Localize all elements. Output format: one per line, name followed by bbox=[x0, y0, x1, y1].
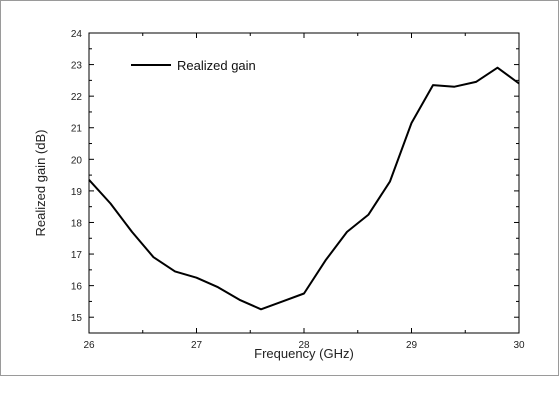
y-tick-label: 16 bbox=[71, 282, 83, 293]
realized-gain-chart: 15 16 17 18 19 20 21 22 23 24 26 27 28 29 30 Realized … bbox=[33, 29, 525, 361]
series-line-realized-gain bbox=[88, 66, 520, 311]
x-axis-title: Frequency (GHz) bbox=[254, 346, 354, 361]
axes bbox=[88, 32, 520, 334]
legend-label: Realized gain bbox=[177, 58, 256, 73]
series-layer bbox=[88, 66, 520, 311]
plot-area-border bbox=[88, 32, 520, 334]
x-tick-label: 30 bbox=[513, 340, 525, 351]
x-tick-label: 28 bbox=[298, 340, 310, 351]
y-tick-label: 20 bbox=[71, 155, 83, 166]
y-tick-label: 19 bbox=[71, 187, 83, 198]
y-tick-label: 23 bbox=[71, 61, 83, 72]
y-tick-label: 24 bbox=[71, 29, 83, 40]
legend: Realized gain bbox=[131, 58, 256, 73]
tick-layer: 15 16 17 18 19 20 21 22 23 24 26 27 28 29 30 bbox=[71, 29, 525, 351]
figure-frame: 15 16 17 18 19 20 21 22 23 24 26 27 28 29 30 Realized … bbox=[0, 0, 559, 376]
y-tick-label: 22 bbox=[71, 92, 83, 103]
y-tick-label: 18 bbox=[71, 218, 83, 229]
y-tick-label: 15 bbox=[71, 313, 83, 324]
x-tick-label: 26 bbox=[83, 340, 95, 351]
y-tick-label: 21 bbox=[71, 124, 83, 135]
x-tick-label: 27 bbox=[191, 340, 203, 351]
y-axis-title: Realized gain (dB) bbox=[33, 130, 48, 237]
y-tick-label: 17 bbox=[71, 250, 83, 261]
x-tick-label: 29 bbox=[406, 340, 418, 351]
